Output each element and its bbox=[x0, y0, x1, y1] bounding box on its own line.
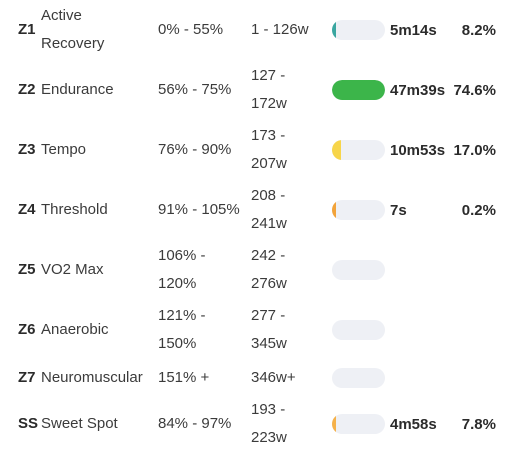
zone-id: Z4 bbox=[18, 201, 36, 218]
zone-time-bar bbox=[332, 368, 385, 388]
zone-percent-range: 121% - 150% bbox=[158, 307, 206, 352]
zone-row-z7: Z7 Neuromuscular 151% + 346w+ bbox=[0, 362, 512, 394]
zone-watt-range: 1 - 126w bbox=[251, 21, 309, 38]
zone-time-bar bbox=[332, 20, 385, 40]
zone-time-bar-fill bbox=[332, 414, 337, 434]
zone-time-in-zone: 4m58s bbox=[390, 416, 437, 433]
zone-name: Endurance bbox=[41, 81, 114, 98]
zone-time-bar bbox=[332, 140, 385, 160]
zone-id: Z5 bbox=[18, 261, 36, 278]
zone-name: Tempo bbox=[41, 141, 87, 158]
zone-time-bar bbox=[332, 414, 385, 434]
zone-watt-range: 277 - 345w bbox=[251, 307, 287, 352]
zone-watt-range: 173 - 207w bbox=[251, 127, 287, 172]
zone-name: Anaerobic bbox=[41, 321, 109, 338]
zone-time-in-zone: 10m53s bbox=[390, 142, 446, 159]
zone-id: Z7 bbox=[18, 369, 36, 386]
zone-row-z2: Z2 Endurance 56% - 75% 127 - 172w 47m39s… bbox=[0, 62, 512, 118]
zone-watt-range: 208 - 241w bbox=[251, 187, 287, 232]
zone-percent-range: 56% - 75% bbox=[158, 81, 232, 98]
zone-time-in-zone: 5m14s bbox=[390, 22, 437, 39]
zone-id: Z1 bbox=[18, 21, 36, 38]
zone-time-bar-fill bbox=[332, 80, 385, 100]
zone-time-percent: 17.0% bbox=[453, 142, 496, 159]
zone-percent-range: 106% - 120% bbox=[158, 247, 206, 292]
zone-time-in-zone: 7s bbox=[390, 202, 407, 219]
zone-time-bar-fill bbox=[332, 200, 336, 220]
zone-watt-range: 346w+ bbox=[251, 369, 296, 386]
zone-percent-range: 91% - 105% bbox=[158, 201, 240, 218]
zone-time-percent: 74.6% bbox=[453, 82, 496, 99]
zone-percent-range: 0% - 55% bbox=[158, 21, 224, 38]
zone-row-ss: SS Sweet Spot 84% - 97% 193 - 223w 4m58s… bbox=[0, 396, 512, 452]
zone-time-percent: 7.8% bbox=[461, 416, 496, 433]
zone-id: Z3 bbox=[18, 141, 36, 158]
zone-time-bar bbox=[332, 200, 385, 220]
zone-row-z4: Z4 Threshold 91% - 105% 208 - 241w 7s 0.… bbox=[0, 182, 512, 238]
zone-name: Active Recovery bbox=[41, 7, 105, 52]
zone-row-z5: Z5 VO2 Max 106% - 120% 242 - 276w bbox=[0, 242, 512, 298]
zone-percent-range: 76% - 90% bbox=[158, 141, 232, 158]
zone-id: Z6 bbox=[18, 321, 36, 338]
zone-time-bar bbox=[332, 320, 385, 340]
zone-name: VO2 Max bbox=[41, 261, 104, 278]
zone-row-z3: Z3 Tempo 76% - 90% 173 - 207w 10m53s 17.… bbox=[0, 122, 512, 178]
zone-time-percent: 0.2% bbox=[461, 202, 496, 219]
zone-watt-range: 242 - 276w bbox=[251, 247, 287, 292]
zone-name: Threshold bbox=[41, 201, 108, 218]
zone-time-bar bbox=[332, 80, 385, 100]
zone-percent-range: 151% + bbox=[158, 369, 210, 386]
zone-name: Neuromuscular bbox=[41, 369, 143, 386]
zone-row-z1: Z1 Active Recovery 0% - 55% 1 - 126w 5m1… bbox=[0, 2, 512, 58]
zone-percent-range: 84% - 97% bbox=[158, 415, 232, 432]
zone-watt-range: 127 - 172w bbox=[251, 67, 287, 112]
zone-row-z6: Z6 Anaerobic 121% - 150% 277 - 345w bbox=[0, 302, 512, 358]
zone-time-percent: 8.2% bbox=[461, 22, 496, 39]
zone-watt-range: 193 - 223w bbox=[251, 401, 287, 446]
zone-name: Sweet Spot bbox=[41, 415, 118, 432]
zone-id: SS bbox=[18, 415, 39, 432]
zone-time-bar-fill bbox=[332, 140, 341, 160]
zone-time-bar bbox=[332, 260, 385, 280]
zone-time-bar-fill bbox=[332, 20, 337, 40]
zone-time-in-zone: 47m39s bbox=[390, 82, 446, 99]
zone-id: Z2 bbox=[18, 81, 36, 98]
